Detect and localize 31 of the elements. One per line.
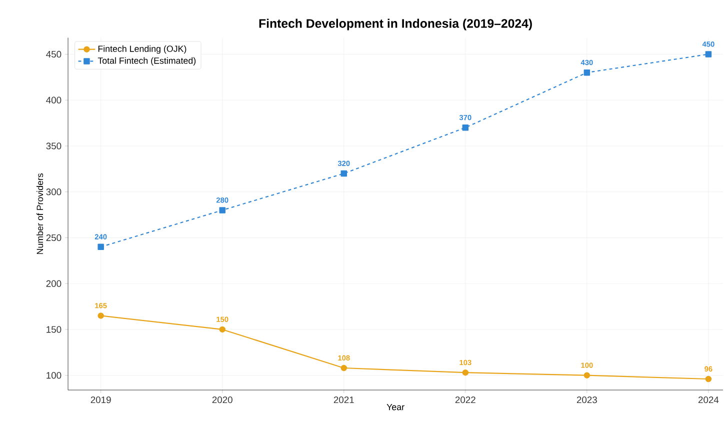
point xyxy=(340,364,348,372)
y-tick-label: 400 xyxy=(46,96,62,104)
y-tick-label: 250 xyxy=(46,234,62,242)
point xyxy=(462,370,469,376)
x-tick-label: 2021 xyxy=(334,396,354,404)
x-tick-label: 2022 xyxy=(455,396,476,404)
chart-title: Fintech Development in Indonesia (2019–2024) xyxy=(259,18,532,30)
y-tick-label: 350 xyxy=(46,142,62,150)
y-tick-label: 200 xyxy=(46,280,62,288)
point xyxy=(98,312,104,319)
x-tick-label: 2023 xyxy=(576,396,597,404)
y-tick-label: 300 xyxy=(46,188,62,196)
point xyxy=(584,70,590,76)
x-tick-label: 2020 xyxy=(212,396,232,404)
y-tick-label: 150 xyxy=(46,326,62,333)
x-tick-label: 2024 xyxy=(698,396,719,404)
legend-label: Total Fintech (Estimated) xyxy=(98,57,196,66)
point xyxy=(219,207,226,214)
point xyxy=(340,170,348,177)
point xyxy=(584,372,590,379)
x-axis-title: Year xyxy=(386,404,404,410)
point xyxy=(462,124,469,131)
legend-label: Fintech Lending (OJK) xyxy=(98,45,186,54)
y-axis-title: Number of Providers xyxy=(36,174,44,254)
y-tick-label: 450 xyxy=(46,51,62,58)
y-tick-label: 100 xyxy=(46,372,62,379)
point xyxy=(98,244,104,250)
point xyxy=(705,376,712,382)
point xyxy=(705,51,712,58)
x-tick-label: 2019 xyxy=(90,396,111,404)
point xyxy=(219,326,226,333)
